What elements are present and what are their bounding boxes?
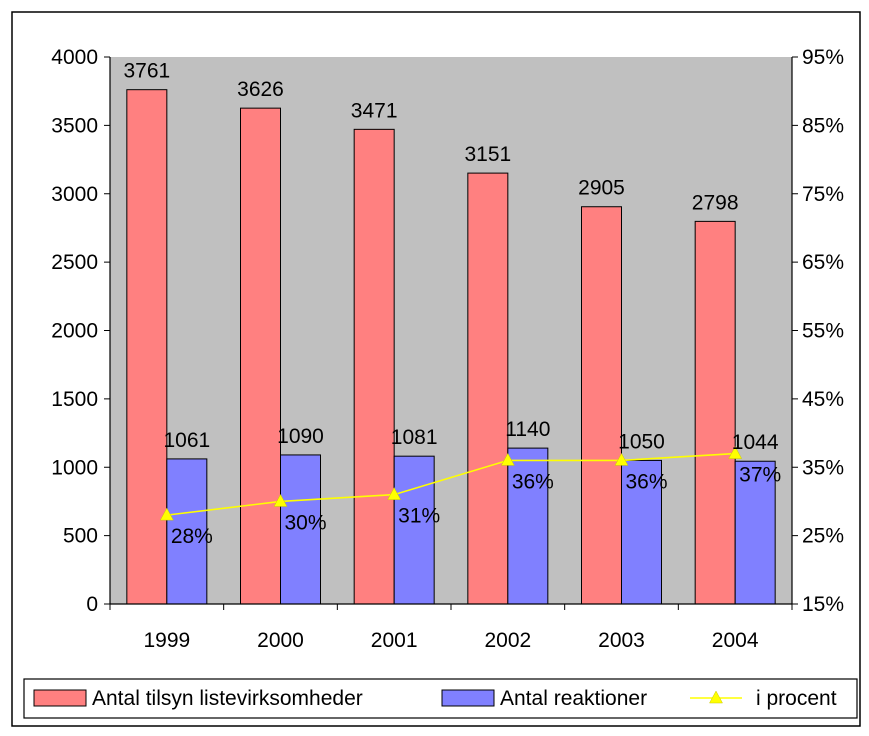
legend-swatch-tilsyn	[33, 689, 87, 707]
bar-value-label: 1090	[277, 425, 324, 448]
bar-value-label: 1050	[618, 430, 665, 453]
percent-marker-2000	[273, 493, 288, 507]
y-left-tick-label: 3500	[51, 114, 98, 137]
legend-label: Antal tilsyn listevirksomheder	[92, 687, 363, 710]
y-right-tick-label: 55%	[802, 320, 844, 343]
bar-value-label: 3471	[351, 99, 398, 122]
percent-marker-2004	[728, 446, 743, 459]
x-tick-label-2000: 2000	[257, 629, 304, 652]
bar-value-label: 3151	[464, 143, 511, 166]
legend-swatch-reaktioner	[441, 689, 495, 707]
y-left-tick-label: 3000	[51, 183, 98, 206]
y-right-tick-label: 85%	[802, 114, 844, 137]
x-tick-label-2002: 2002	[484, 629, 531, 652]
y-left-tick-label: 2000	[51, 320, 98, 343]
legend: Antal tilsyn listevirksomheder Antal reak…	[23, 678, 858, 719]
x-tick-label-2004: 2004	[712, 629, 759, 652]
y-left-tick-label: 500	[63, 525, 98, 548]
bar-value-label: 3626	[237, 78, 284, 101]
percent-series-line	[166, 452, 736, 516]
bars	[126, 89, 776, 605]
bar-reaktioner-1999	[166, 458, 208, 605]
y-right-tick-label: 75%	[802, 183, 844, 206]
percent-value-label: 36%	[626, 470, 668, 493]
y-right-tick-label: 35%	[802, 456, 844, 479]
legend-label: Antal reaktioner	[500, 687, 647, 710]
y-right-tick-label: 95%	[802, 46, 844, 69]
bar-value-label: 1061	[163, 429, 210, 452]
x-tick-label-1999: 1999	[143, 629, 190, 652]
bar-tilsyn-2000	[240, 107, 281, 605]
percent-marker-2001	[387, 487, 402, 500]
bar-tilsyn-2004	[694, 220, 736, 605]
plot-area	[110, 57, 792, 604]
percent-value-label: 37%	[739, 464, 781, 487]
y-right-tick-label: 25%	[802, 525, 844, 548]
y-right-tick-label: 45%	[802, 388, 844, 411]
bar-tilsyn-2001	[353, 128, 395, 605]
y-right-tick-label: 65%	[802, 251, 844, 274]
x-tick-label-2003: 2003	[598, 629, 645, 652]
bar-tilsyn-1999	[126, 89, 168, 605]
legend-label: i procent	[756, 687, 837, 710]
y-left-tick-label: 2500	[51, 251, 98, 274]
percent-marker-1999	[159, 507, 174, 521]
bar-reaktioner-2001	[393, 455, 435, 605]
legend-marker-triangle	[709, 690, 723, 704]
y-left-tick-label: 0	[86, 593, 98, 616]
bar-tilsyn-2003	[581, 206, 622, 605]
percent-marker-2002	[500, 452, 515, 466]
percent-value-label: 30%	[285, 511, 327, 534]
y-left-tick-label: 1500	[51, 388, 98, 411]
bar-tilsyn-2002	[467, 172, 509, 605]
percent-value-label: 31%	[398, 505, 440, 528]
x-tick-label-2001: 2001	[371, 629, 418, 652]
percent-value-label: 36%	[512, 470, 554, 493]
bar-value-label: 2905	[578, 177, 625, 200]
percent-value-label: 28%	[171, 525, 213, 548]
bar-value-label: 1081	[391, 426, 438, 449]
bar-reaktioner-2002	[507, 447, 549, 605]
y-left-tick-label: 1000	[51, 456, 98, 479]
percent-line	[159, 446, 743, 521]
axes: 0 500 1000 1500 2000 2500 3000 3500 4000 15% 25% 35…	[51, 46, 844, 652]
y-right-tick-label: 15%	[802, 593, 844, 616]
bar-value-label: 1140	[505, 418, 550, 441]
data-labels: 3761 3626 3471 3151 2905 2798 1061 1090 1081 1140…	[123, 60, 781, 548]
bar-value-label: 1044	[732, 431, 779, 454]
bar-value-label: 2798	[692, 191, 739, 214]
bar-value-label: 3761	[123, 60, 170, 83]
percent-marker-2003	[614, 452, 629, 466]
bar-reaktioner-2003	[621, 459, 662, 605]
y-left-tick-label: 4000	[51, 46, 98, 69]
